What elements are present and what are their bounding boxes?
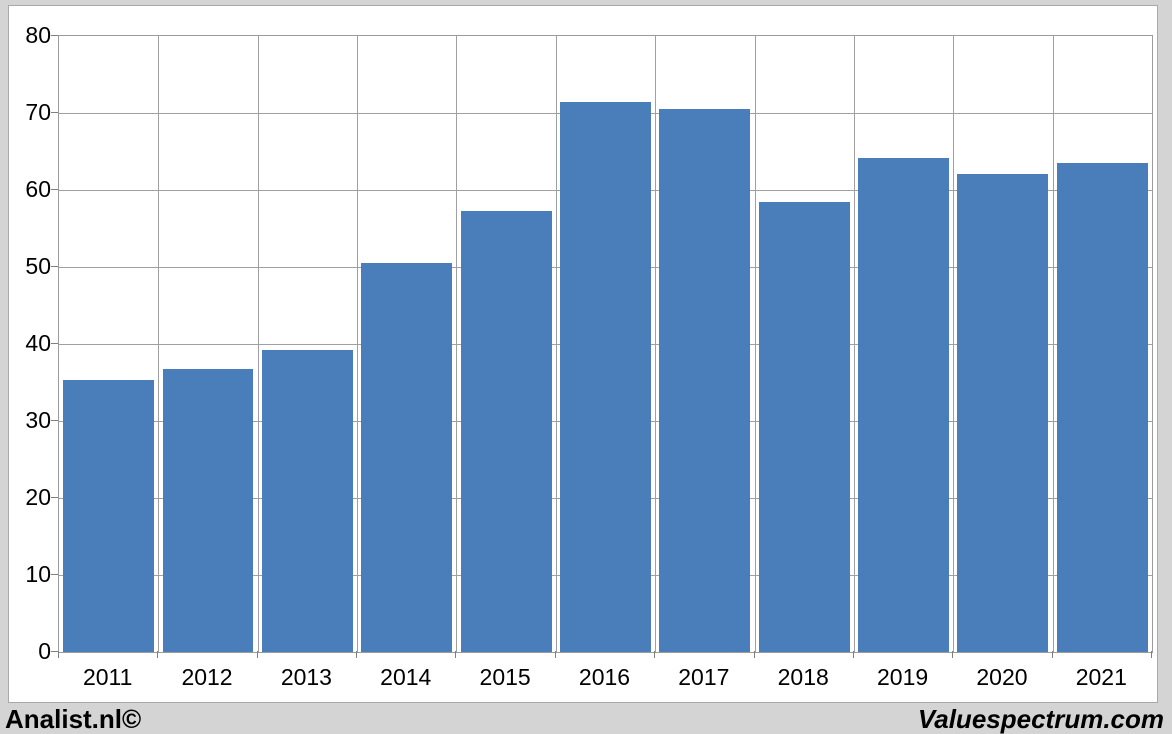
gridline-vertical <box>357 36 359 652</box>
x-axis-tick <box>1151 651 1152 658</box>
x-axis-tick <box>654 651 656 658</box>
x-tick-label-2021: 2021 <box>1075 664 1127 690</box>
y-tick-label: 70 <box>25 99 51 125</box>
bar-2019 <box>858 157 950 652</box>
y-tick-label: 0 <box>38 638 51 664</box>
y-tick-label: 50 <box>25 253 51 279</box>
y-tick-label: 60 <box>25 176 51 202</box>
y-axis-tick <box>51 574 58 575</box>
x-axis-tick <box>952 651 954 658</box>
x-tick-label-2018: 2018 <box>777 664 829 690</box>
footer-brand-valuespectrum: Valuespectrum.com <box>917 704 1164 734</box>
x-tick-label-2013: 2013 <box>280 664 332 690</box>
gridline-vertical <box>158 36 160 652</box>
y-axis-tick <box>51 189 58 190</box>
plot-area <box>58 35 1153 653</box>
x-axis-tick <box>852 651 854 658</box>
bar-2021 <box>1056 163 1148 652</box>
bar-2017 <box>659 109 751 652</box>
x-axis-tick <box>256 651 258 658</box>
y-tick-label: 80 <box>25 22 51 48</box>
x-axis-tick <box>157 651 159 658</box>
y-axis-tick <box>51 343 58 344</box>
y-axis-tick <box>51 420 58 421</box>
y-tick-label: 10 <box>25 561 51 587</box>
gridline-vertical <box>754 36 756 652</box>
bar-2011 <box>63 380 155 652</box>
x-axis-tick <box>356 651 358 658</box>
bar-2012 <box>162 368 254 652</box>
gridline-vertical <box>555 36 557 652</box>
x-axis-tick <box>554 651 556 658</box>
footer-brand-analist: Analist.nl© <box>5 704 142 734</box>
x-axis-tick <box>58 651 59 658</box>
bar-2015 <box>460 210 552 652</box>
y-axis-tick <box>51 497 58 498</box>
gridline-vertical <box>853 36 855 652</box>
x-axis-tick <box>455 651 457 658</box>
x-tick-label-2012: 2012 <box>181 664 233 690</box>
x-tick-label-2020: 2020 <box>976 664 1028 690</box>
x-tick-label-2011: 2011 <box>82 664 133 690</box>
bar-2013 <box>261 350 353 652</box>
y-axis-tick <box>51 112 58 113</box>
y-tick-label: 30 <box>25 407 51 433</box>
y-tick-label: 20 <box>25 484 51 510</box>
x-tick-label-2017: 2017 <box>678 664 730 690</box>
gridline-vertical <box>655 36 657 652</box>
gridline-vertical <box>456 36 458 652</box>
bar-2018 <box>758 202 850 652</box>
gridline-vertical <box>953 36 955 652</box>
gridline-vertical <box>257 36 259 652</box>
x-tick-label-2015: 2015 <box>479 664 531 690</box>
y-axis-tick <box>51 266 58 267</box>
bar-2014 <box>361 263 453 652</box>
x-tick-label-2014: 2014 <box>380 664 432 690</box>
bar-2020 <box>957 173 1049 652</box>
x-axis-tick <box>1051 651 1053 658</box>
bar-2016 <box>560 102 651 652</box>
y-tick-label: 40 <box>25 330 51 356</box>
y-axis-tick <box>51 35 58 36</box>
x-axis-tick <box>753 651 755 658</box>
x-tick-label-2019: 2019 <box>876 664 929 690</box>
x-tick-label-2016: 2016 <box>578 664 631 690</box>
chart-canvas: 0 10 20 30 40 50 60 70 80 2011 2012 2013 2014 2015 20… <box>8 5 1158 703</box>
y-axis-tick <box>51 651 58 652</box>
gridline-vertical <box>1052 36 1054 652</box>
footer: Analist.nl© Valuespectrum.com <box>0 703 1172 734</box>
